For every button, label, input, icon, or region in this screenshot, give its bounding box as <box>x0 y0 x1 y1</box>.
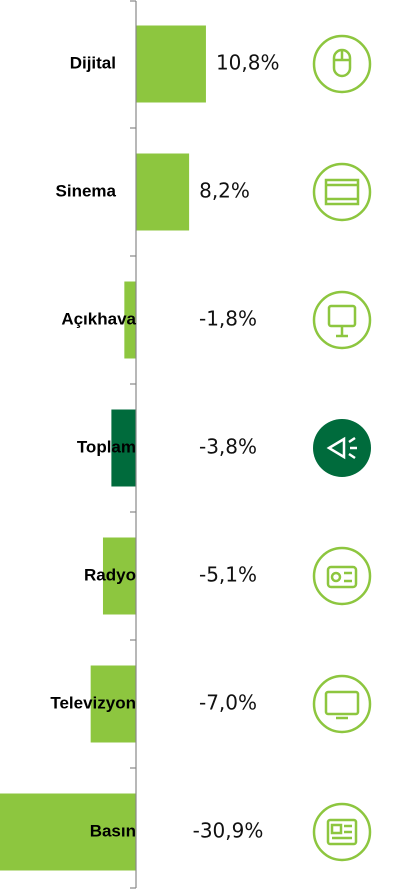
category-label: Sinema <box>56 181 117 200</box>
plot-area <box>0 25 206 871</box>
bar <box>124 281 136 359</box>
category-label: Radyo <box>84 565 136 584</box>
bar <box>90 665 136 743</box>
icons <box>312 34 372 862</box>
value-label: -3,8% <box>199 435 257 459</box>
billboard-icon <box>312 290 372 350</box>
value-label: -5,1% <box>199 563 257 587</box>
bar <box>111 409 136 487</box>
category-label: Dijital <box>70 53 116 72</box>
film-icon <box>312 162 372 222</box>
value-label: -7,0% <box>199 691 257 715</box>
newspaper-icon <box>312 802 372 862</box>
mouse-icon <box>312 34 372 94</box>
value-label: 10,8% <box>216 51 280 75</box>
category-label: Toplam <box>77 437 136 456</box>
bar <box>0 793 136 871</box>
category-label: Basın <box>90 821 136 840</box>
tv-icon <box>312 674 372 734</box>
value-label: -30,9% <box>193 819 264 843</box>
radio-icon <box>312 546 372 606</box>
axis <box>130 0 137 889</box>
bar <box>136 25 206 103</box>
value-label: 8,2% <box>199 179 250 203</box>
category-label: Televizyon <box>50 693 136 712</box>
bar <box>102 537 136 615</box>
megaphone-icon <box>313 419 371 477</box>
category-label: Açıkhava <box>61 309 136 328</box>
value-label: -1,8% <box>199 307 257 331</box>
bar <box>136 153 190 231</box>
